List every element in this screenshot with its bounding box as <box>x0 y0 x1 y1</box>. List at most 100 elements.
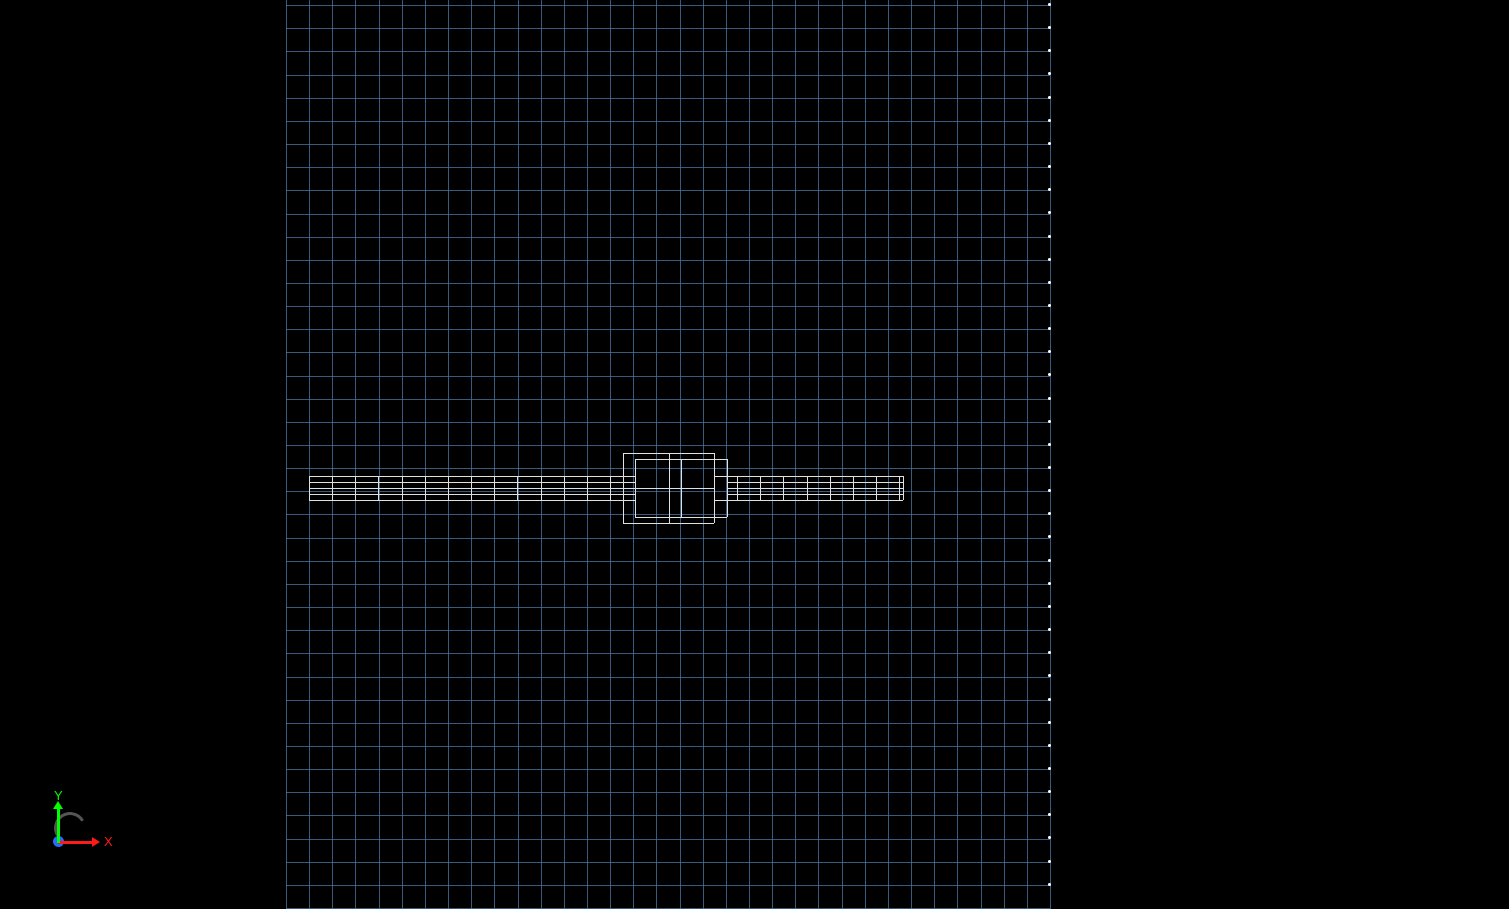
grid-line-v <box>818 0 819 909</box>
boundary-point <box>1048 119 1051 122</box>
grid-line-v <box>911 0 912 909</box>
boundary-point <box>1048 883 1051 886</box>
grid-line-h <box>286 214 1050 215</box>
axis-y-label: Y <box>54 788 63 803</box>
grid-line-h <box>286 121 1050 122</box>
grid-line-v <box>494 0 495 909</box>
axis-x-icon <box>58 841 96 844</box>
boundary-point <box>1048 142 1051 145</box>
model-edge <box>727 488 903 489</box>
model-edge <box>309 488 635 489</box>
grid-line-h <box>286 28 1050 29</box>
boundary-point <box>1048 397 1051 400</box>
grid-line-v <box>425 0 426 909</box>
model-edge <box>635 517 727 518</box>
boundary-point <box>1048 304 1051 307</box>
grid-line-v <box>981 0 982 909</box>
grid-line-h <box>286 607 1050 608</box>
grid-line-h <box>286 422 1050 423</box>
grid-line-v <box>633 0 634 909</box>
grid-line-v <box>1050 0 1051 909</box>
grid-line-h <box>286 584 1050 585</box>
grid-line-h <box>286 399 1050 400</box>
grid-line-v <box>564 0 565 909</box>
grid-line-v <box>379 0 380 909</box>
grid-line-v <box>1027 0 1028 909</box>
boundary-point <box>1048 559 1051 562</box>
grid-line-v <box>587 0 588 909</box>
axis-triad[interactable]: X Y <box>48 780 118 850</box>
grid-line-h <box>286 561 1050 562</box>
model-edge <box>727 459 728 517</box>
grid-line-h <box>286 815 1050 816</box>
grid-line-v <box>355 0 356 909</box>
boundary-point <box>1048 582 1051 585</box>
grid-line-h <box>286 352 1050 353</box>
grid-line-h <box>286 237 1050 238</box>
grid-line-h <box>286 839 1050 840</box>
grid-line-v <box>448 0 449 909</box>
grid-line-v <box>795 0 796 909</box>
grid-line-v <box>957 0 958 909</box>
grid-line-v <box>402 0 403 909</box>
grid-line-h <box>286 885 1050 886</box>
grid-line-v <box>656 0 657 909</box>
grid-line-v <box>1004 0 1005 909</box>
model-edge <box>681 459 682 517</box>
model-edge <box>623 500 635 501</box>
boundary-point <box>1048 281 1051 284</box>
axis-x-arrow-icon <box>92 837 100 847</box>
boundary-point <box>1048 420 1051 423</box>
grid-line-h <box>286 653 1050 654</box>
boundary-point <box>1048 466 1051 469</box>
grid-line-v <box>772 0 773 909</box>
model-edge <box>635 459 636 517</box>
grid-line-v <box>471 0 472 909</box>
boundary-point <box>1048 698 1051 701</box>
grid-line-h <box>286 167 1050 168</box>
boundary-point <box>1048 860 1051 863</box>
model-edge <box>727 494 903 495</box>
boundary-point <box>1048 235 1051 238</box>
grid-line-h <box>286 538 1050 539</box>
grid-line-h <box>286 376 1050 377</box>
model-edge <box>309 494 635 495</box>
grid-line-v <box>865 0 866 909</box>
grid-line-h <box>286 144 1050 145</box>
cad-viewport[interactable]: X Y <box>0 0 1509 909</box>
grid-line-h <box>286 700 1050 701</box>
model-edge <box>623 488 714 489</box>
grid-line-v <box>309 0 310 909</box>
grid-line-v <box>680 0 681 909</box>
grid-line-h <box>286 98 1050 99</box>
model-edge <box>714 500 727 501</box>
grid-line-v <box>888 0 889 909</box>
grid-line-h <box>286 5 1050 6</box>
axis-x-label: X <box>104 834 113 849</box>
grid-line-h <box>286 190 1050 191</box>
boundary-point <box>1048 96 1051 99</box>
model-edge <box>903 476 904 500</box>
boundary-point <box>1048 443 1051 446</box>
model-edge <box>714 453 715 523</box>
grid-line-v <box>703 0 704 909</box>
model-edge <box>727 482 903 483</box>
model-edge <box>309 500 623 501</box>
axis-y-icon <box>57 807 60 843</box>
boundary-point <box>1048 258 1051 261</box>
grid-line-v <box>610 0 611 909</box>
boundary-point <box>1048 3 1051 6</box>
grid-line-h <box>286 746 1050 747</box>
model-edge <box>714 476 727 477</box>
model-edge <box>714 476 903 477</box>
grid-line-h <box>286 723 1050 724</box>
model-edge <box>309 482 635 483</box>
grid-line-h <box>286 862 1050 863</box>
grid-line-h <box>286 792 1050 793</box>
grid-line-h <box>286 306 1050 307</box>
grid-line-v <box>842 0 843 909</box>
grid-line-h <box>286 677 1050 678</box>
model-edge <box>714 500 903 501</box>
grid-line-v <box>726 0 727 909</box>
grid-line-h <box>286 445 1050 446</box>
